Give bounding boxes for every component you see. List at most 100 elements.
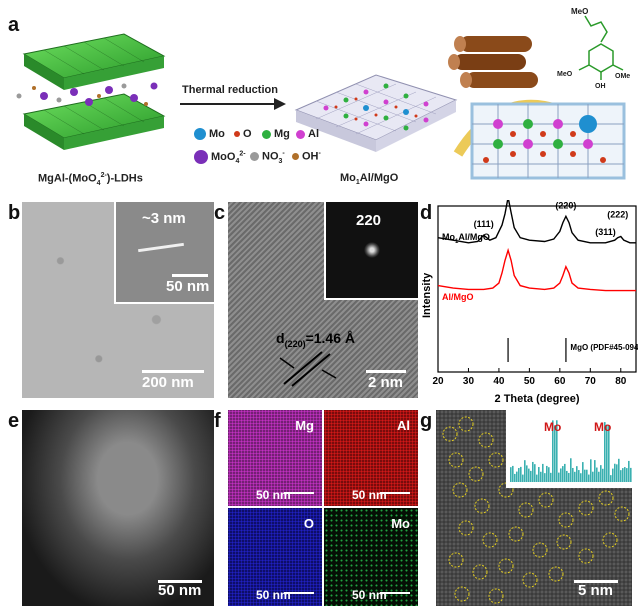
profile-bar xyxy=(626,468,628,482)
d-spacing-label: d(220)=1.46 Å xyxy=(276,330,356,349)
profile-bar xyxy=(550,472,552,482)
xrd-peak-label: (111) xyxy=(474,219,494,229)
profile-bar xyxy=(630,467,632,482)
xrd-series-line xyxy=(437,200,636,244)
xrd-xtick-label: 80 xyxy=(615,376,627,387)
eds-al-scale-bar xyxy=(380,492,410,494)
profile-bar xyxy=(528,468,530,482)
panel-e-scale-bar xyxy=(158,580,202,583)
xrd-xtick-label: 20 xyxy=(432,376,444,387)
eds-mo-scale-bar xyxy=(380,592,410,594)
legend-oh: OH- xyxy=(292,150,321,163)
profile-bar xyxy=(598,471,600,482)
profile-bar xyxy=(624,467,626,482)
legend-no3: NO3- xyxy=(250,150,285,165)
xrd-peak-label: (311) xyxy=(595,227,616,237)
profile-bar xyxy=(594,460,596,482)
profile-bar xyxy=(532,461,534,482)
panel-c-fft-inset: 220 xyxy=(324,202,418,300)
profile-bar xyxy=(568,472,570,482)
panel-label-g: g xyxy=(420,410,433,432)
profile-bar xyxy=(566,470,568,482)
eds-o-scale-bar xyxy=(284,592,314,594)
profile-bar xyxy=(618,458,620,482)
inset-scale-bar xyxy=(172,274,208,277)
thermal-reduction-label: Thermal reduction xyxy=(182,84,278,96)
eds-mo-scale-label: 50 nm xyxy=(352,588,387,602)
molecule-meo-left: MeO xyxy=(557,71,573,78)
eds-mg-scale-label: 50 nm xyxy=(256,488,291,502)
fft-center-spot xyxy=(364,242,380,258)
profile-bar xyxy=(534,464,536,482)
reaction-zoom-illustration xyxy=(453,99,626,180)
platelet-edge xyxy=(138,242,184,253)
eds-label-o: O xyxy=(303,516,314,531)
panel-label-b: b xyxy=(8,202,21,224)
panel-label-f: f xyxy=(214,410,221,432)
panel-f-eds-map-mg: Mg 50 nm xyxy=(228,410,322,506)
profile-bar xyxy=(612,468,614,482)
profile-bar xyxy=(554,425,556,482)
panel-e-scale-label: 50 nm xyxy=(158,582,202,599)
xrd-peak-label: (220) xyxy=(555,200,576,210)
panel-b-scale-bar xyxy=(142,370,204,373)
profile-bar xyxy=(620,470,622,482)
xrd-xtick-label: 50 xyxy=(524,376,536,387)
panel-b-tem-image: ~3 nm 50 nm 200 nm xyxy=(22,202,214,398)
panel-c-hrtem-image: 220 d(220)=1.46 Å 2 nm xyxy=(228,202,418,398)
xrd-series-label-2: Al/MgO xyxy=(442,292,474,302)
profile-bar xyxy=(582,462,584,482)
profile-bar xyxy=(510,467,512,482)
profile-bar xyxy=(576,466,578,482)
profile-bar xyxy=(526,465,528,482)
profile-bar xyxy=(608,425,610,482)
panel-g-scale-bar xyxy=(574,580,618,583)
profile-bar xyxy=(558,472,560,482)
panel-f-eds-map-mo: Mo 50 nm xyxy=(324,508,418,606)
panel-label-c: c xyxy=(214,202,226,224)
profile-bar xyxy=(520,466,522,482)
profile-bar xyxy=(586,469,588,482)
panel-g-scale-label: 5 nm xyxy=(578,582,614,599)
profile-bar xyxy=(542,463,544,482)
profile-bar xyxy=(614,463,616,482)
profile-bar xyxy=(574,471,576,482)
xrd-ylabel: Intensity xyxy=(421,272,433,318)
xrd-peak-label: (222) xyxy=(607,210,628,220)
mgo-caption: Mo1Al/MgO xyxy=(340,172,399,187)
inset-scale-label: 50 nm xyxy=(166,278,210,295)
profile-bar xyxy=(604,422,606,482)
panel-label-e: e xyxy=(8,410,20,432)
molecule-structure: MeO MeO OMe OH xyxy=(557,7,630,90)
profile-bar xyxy=(592,471,594,482)
panel-g-haadf-stem-image: Mo Mo 5 nm xyxy=(436,410,632,606)
profile-bar xyxy=(514,473,516,482)
profile-bar xyxy=(580,473,582,482)
lignin-logs-illustration xyxy=(448,36,538,88)
profile-bar xyxy=(540,471,542,482)
profile-bar xyxy=(564,463,566,482)
profile-bar xyxy=(544,473,546,482)
eds-label-mo: Mo xyxy=(391,516,410,531)
profile-bar xyxy=(584,469,586,482)
ldh-caption: MgAl-(MoO42-)-LDHs xyxy=(38,172,143,187)
molecule-meo-top: MeO xyxy=(571,7,588,16)
eds-o-scale-label: 50 nm xyxy=(256,588,291,602)
profile-bar xyxy=(546,465,548,482)
profile-bar xyxy=(524,460,526,482)
profile-bar xyxy=(600,465,602,482)
profile-bar xyxy=(628,460,630,482)
xrd-reference-label: MgO (PDF#45-0946) xyxy=(570,343,638,352)
eds-label-al: Al xyxy=(397,418,410,433)
xrd-plot-frame xyxy=(437,205,637,373)
profile-bar xyxy=(516,471,518,482)
profile-bar xyxy=(622,468,624,482)
panel-f-eds-map-al: Al 50 nm xyxy=(324,410,418,506)
profile-peak-label-2: Mo xyxy=(594,420,612,434)
panel-b-scale-label: 200 nm xyxy=(142,374,194,391)
intensity-profile-inset: Mo Mo xyxy=(506,410,632,488)
mgo-lattice-illustration xyxy=(294,74,458,152)
eds-al-scale-label: 50 nm xyxy=(352,488,387,502)
profile-bar xyxy=(578,470,580,482)
